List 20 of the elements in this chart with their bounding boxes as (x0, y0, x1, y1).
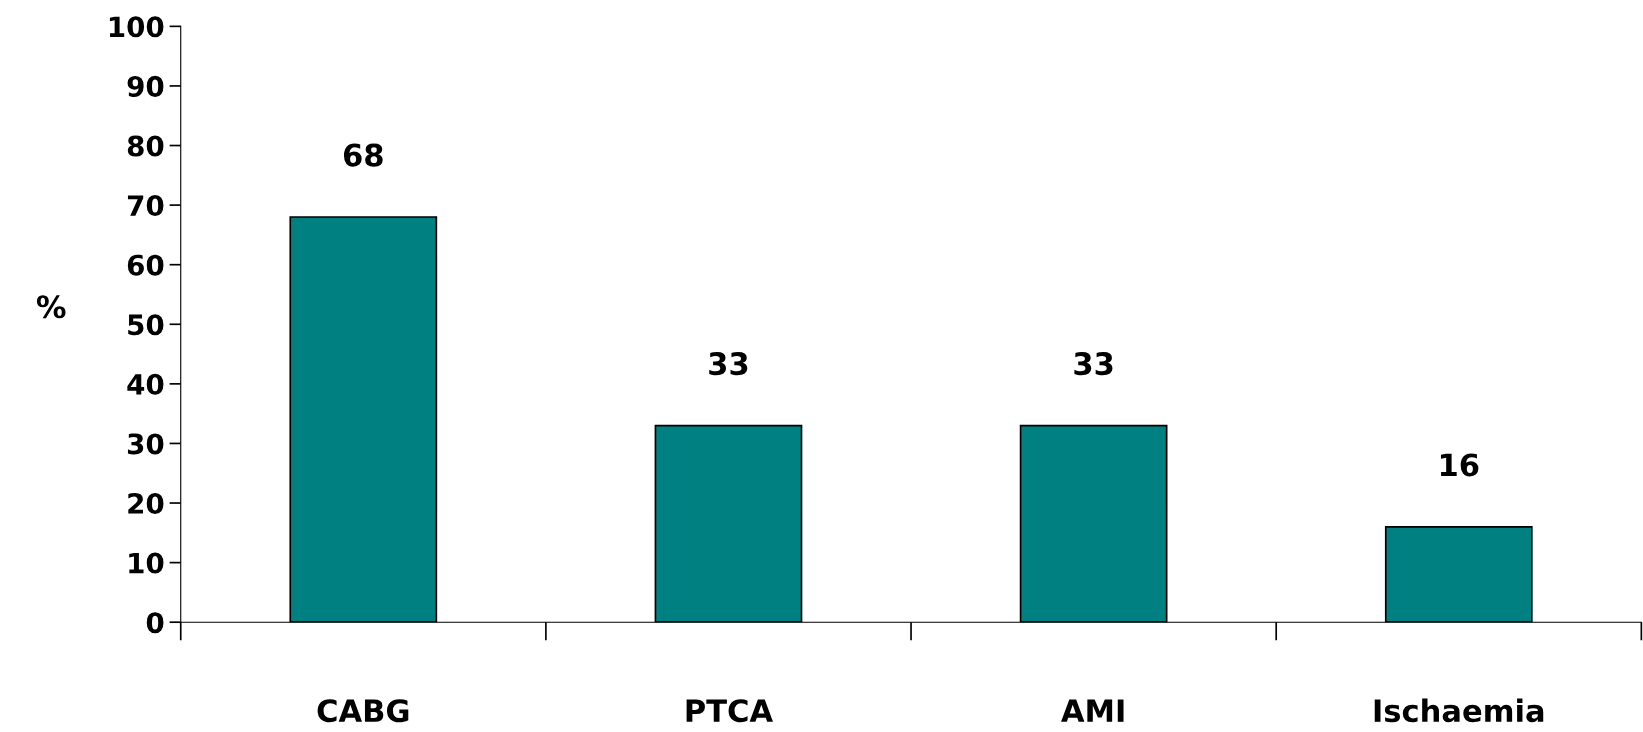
y-tick-label: 50 (128, 314, 164, 336)
y-tick-label: 20 (128, 492, 164, 514)
data-label: 16 (1440, 453, 1479, 477)
y-tick-label: 80 (127, 135, 164, 157)
y-tick-label: 70 (127, 195, 164, 217)
y-tick-label: 100 (109, 16, 164, 38)
data-label: 33 (1074, 352, 1113, 376)
x-tick-label: AMI (1061, 699, 1124, 722)
data-label: 33 (709, 352, 748, 376)
y-tick-label: 60 (127, 254, 164, 276)
y-tick-label: 10 (129, 552, 164, 574)
x-tick-label: PTCA (686, 699, 773, 723)
y-tick-label: 0 (146, 612, 164, 634)
y-tick-label: 90 (127, 75, 164, 97)
x-tick-label: Ischaemia (1374, 698, 1544, 723)
y-tick-label: 40 (127, 373, 164, 395)
x-tick-label: CABG (317, 699, 409, 723)
y-axis-title: % (36, 295, 66, 319)
data-label: 68 (343, 143, 383, 167)
y-tick-label: 30 (127, 433, 164, 455)
